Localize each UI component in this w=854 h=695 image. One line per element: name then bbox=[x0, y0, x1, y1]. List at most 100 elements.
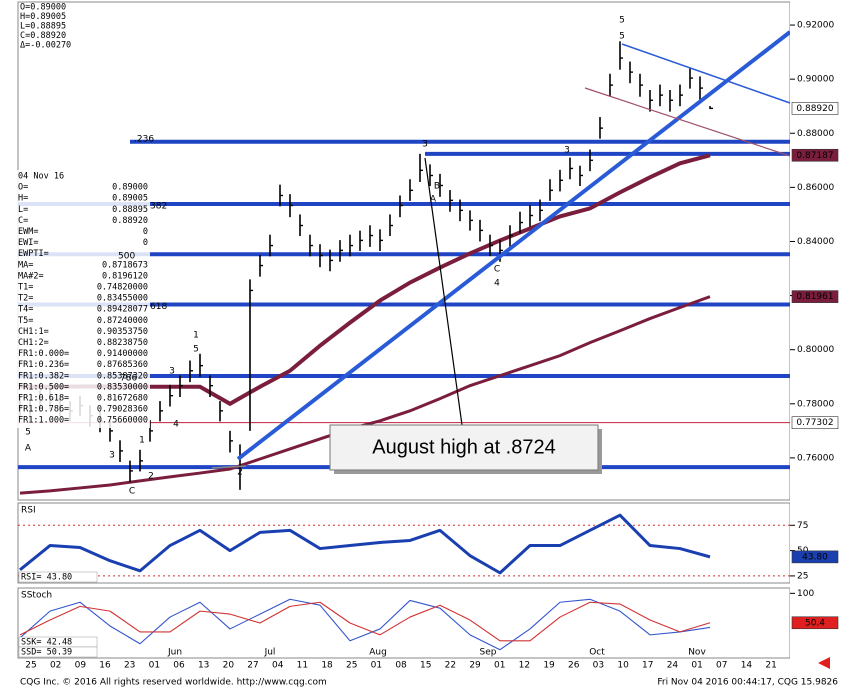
y-tick-label: 0.84000 bbox=[797, 237, 834, 247]
x-tick-label: 15 bbox=[420, 661, 431, 671]
scroll-arrow[interactable] bbox=[818, 657, 830, 669]
wave-label: 1 bbox=[193, 331, 199, 341]
x-tick-label: 18 bbox=[321, 661, 333, 671]
data-window bbox=[16, 170, 150, 428]
indicator-line bbox=[19, 513, 711, 575]
x-tick-label: 14 bbox=[741, 661, 753, 671]
data-window-value: 0 bbox=[143, 238, 148, 248]
price-marker bbox=[791, 616, 839, 630]
data-window-value: 0.8718673 bbox=[102, 260, 148, 270]
data-window-key: H= bbox=[18, 194, 28, 204]
x-tick-label: 06 bbox=[173, 661, 185, 671]
data-window-value: 0.83530000 bbox=[97, 382, 148, 392]
x-tick-label: 25 bbox=[346, 661, 357, 671]
rsi-panel bbox=[17, 502, 791, 584]
wave-label: 5 bbox=[193, 345, 199, 355]
data-window-key: FR1:0.786= bbox=[18, 405, 69, 415]
top-layer: .236382500618786O=0.89000H=0.89005L=0.88… bbox=[18, 3, 839, 688]
data-window-value: 0.91400000 bbox=[97, 349, 148, 359]
data-window-key: C= bbox=[18, 216, 28, 226]
wave-label: 3 bbox=[564, 146, 570, 156]
data-window-value: 0.88238750 bbox=[97, 338, 148, 348]
callout-text: August high at .8724 bbox=[372, 436, 555, 458]
y-tick-label: 0.78000 bbox=[797, 399, 834, 409]
data-window-value: 0.88920 bbox=[112, 216, 148, 226]
x-tick-label: 29 bbox=[469, 661, 481, 671]
wave-label: 2 bbox=[148, 472, 154, 482]
price-marker bbox=[791, 102, 839, 115]
x-tick-label: 07 bbox=[716, 661, 727, 671]
wave-label: 4 bbox=[173, 420, 179, 430]
y-tick-label: 0.86000 bbox=[797, 183, 834, 193]
footer-left: CQG Inc. © 2016 All rights reserved worl… bbox=[20, 678, 327, 688]
wave-label: 3 bbox=[109, 451, 115, 461]
indicator-readout: SSD= 50.39 bbox=[21, 648, 72, 658]
data-window-key: FR1:0.500= bbox=[18, 382, 69, 392]
data-window-key: EWPTI= bbox=[18, 249, 49, 259]
x-tick-label: 17 bbox=[642, 661, 653, 671]
fib-label: 500 bbox=[118, 252, 135, 262]
y-tick-label: 0.88000 bbox=[797, 129, 834, 139]
price-marker bbox=[791, 550, 839, 564]
readout-box bbox=[18, 646, 98, 658]
price-marker-label: 0.88920 bbox=[796, 104, 833, 114]
month-label: Jul bbox=[264, 648, 276, 658]
x-tick-label: 02 bbox=[50, 661, 61, 671]
ohlc-readout: L=0.88895 bbox=[20, 22, 66, 32]
indicator-readout: RSI= 43.80 bbox=[21, 573, 72, 583]
wave-label: C bbox=[129, 487, 135, 497]
fib-label: 618 bbox=[150, 302, 167, 312]
wave-label: 1 bbox=[139, 436, 145, 446]
footer-right: Fri Nov 04 2016 00:44:17, CQG 15.9826 bbox=[657, 678, 838, 688]
data-window-key: FR1:1.000= bbox=[18, 416, 69, 426]
ohlc-readout: H=0.89005 bbox=[20, 12, 66, 22]
x-tick-label: 25 bbox=[25, 661, 36, 671]
indicator-line bbox=[19, 598, 711, 651]
y-tick-label: 0.90000 bbox=[797, 75, 834, 85]
wave-label: 5 bbox=[25, 428, 31, 438]
panel-title: SStoch bbox=[21, 591, 52, 601]
y-tick-label: 75 bbox=[797, 521, 808, 531]
callout-box bbox=[329, 424, 599, 471]
y-tick-label: 0.76000 bbox=[797, 453, 834, 463]
data-window-key: FR1:0.618= bbox=[18, 394, 69, 404]
x-tick-label: 26 bbox=[568, 661, 580, 671]
data-window-value: 0 bbox=[143, 227, 148, 237]
channel-line bbox=[584, 87, 791, 157]
x-tick-label: 12 bbox=[519, 661, 530, 671]
data-window-key: T1= bbox=[18, 283, 33, 293]
data-window-key: O= bbox=[18, 183, 28, 193]
price-marker bbox=[791, 290, 839, 303]
data-window-value: 0.90353750 bbox=[97, 327, 148, 337]
data-window-key: FR1:0.236= bbox=[18, 360, 69, 370]
y-tick-label: 100 bbox=[797, 589, 814, 599]
data-window-key: EWI= bbox=[18, 238, 38, 248]
data-window-value: 0.83455000 bbox=[97, 294, 148, 304]
stoch-panel bbox=[17, 587, 791, 659]
data-window-key: T2= bbox=[18, 294, 33, 304]
data-window-key: CH1:1= bbox=[18, 327, 49, 337]
ohlc-readout: O=0.89000 bbox=[20, 3, 66, 13]
data-window-value: 0.79028360 bbox=[97, 405, 148, 415]
data-window-key: MA= bbox=[18, 260, 33, 270]
x-tick-label: 03 bbox=[593, 661, 604, 671]
data-window-value: 0.75660000 bbox=[97, 416, 148, 426]
x-tick-label: 11 bbox=[297, 661, 308, 671]
price-marker-label: 43.80 bbox=[802, 552, 828, 562]
data-window-key: T5= bbox=[18, 316, 33, 326]
data-window-value: 0.74820000 bbox=[97, 283, 148, 293]
channel-line bbox=[621, 43, 791, 104]
x-tick-label: 16 bbox=[99, 661, 111, 671]
x-tick-label: 27 bbox=[247, 661, 258, 671]
data-window-value: 0.89428077 bbox=[97, 305, 148, 315]
month-label: Oct bbox=[589, 648, 605, 658]
y-tick-label: 25 bbox=[797, 571, 808, 581]
data-window-value: 0.89000 bbox=[112, 183, 148, 193]
price-marker-label: 50.4 bbox=[805, 618, 825, 628]
callout-pointer bbox=[424, 157, 463, 426]
data-window-key: CH1:2= bbox=[18, 338, 49, 348]
data-window-key: 04 Nov 16 bbox=[18, 172, 64, 182]
x-tick-label: 01 bbox=[494, 661, 505, 671]
